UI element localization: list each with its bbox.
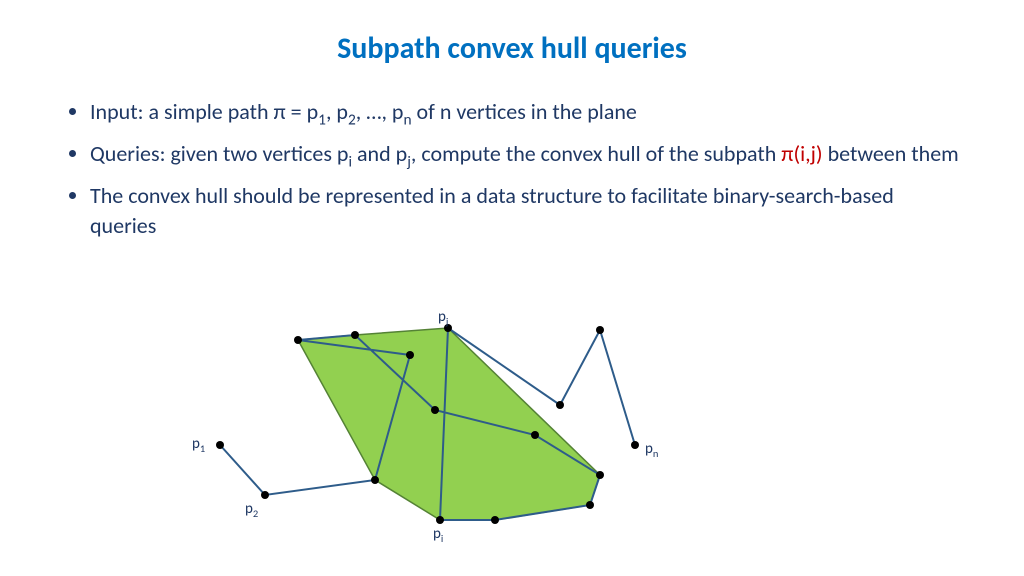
bullet-1: Input: a simple path π = p1, p2, …, pn o… <box>90 97 964 131</box>
vertex-label-pn: pn <box>645 440 658 460</box>
bullet-list: Input: a simple path π = p1, p2, …, pn o… <box>60 97 964 241</box>
vertex-label-pi: pi <box>433 525 443 545</box>
bullet-2: Queries: given two vertices pi and pj, c… <box>90 139 964 173</box>
red-text: π(i,j) <box>781 140 822 167</box>
vertex-label-p1: p1 <box>192 435 205 455</box>
vertex-label-pj: pj <box>438 308 448 328</box>
path-diagram: p1p2pipjpn <box>200 310 760 560</box>
bullet-3: The convex hull should be represented in… <box>90 181 964 240</box>
page-title: Subpath convex hull queries <box>60 30 964 67</box>
vertex-label-p2: p2 <box>245 500 258 520</box>
